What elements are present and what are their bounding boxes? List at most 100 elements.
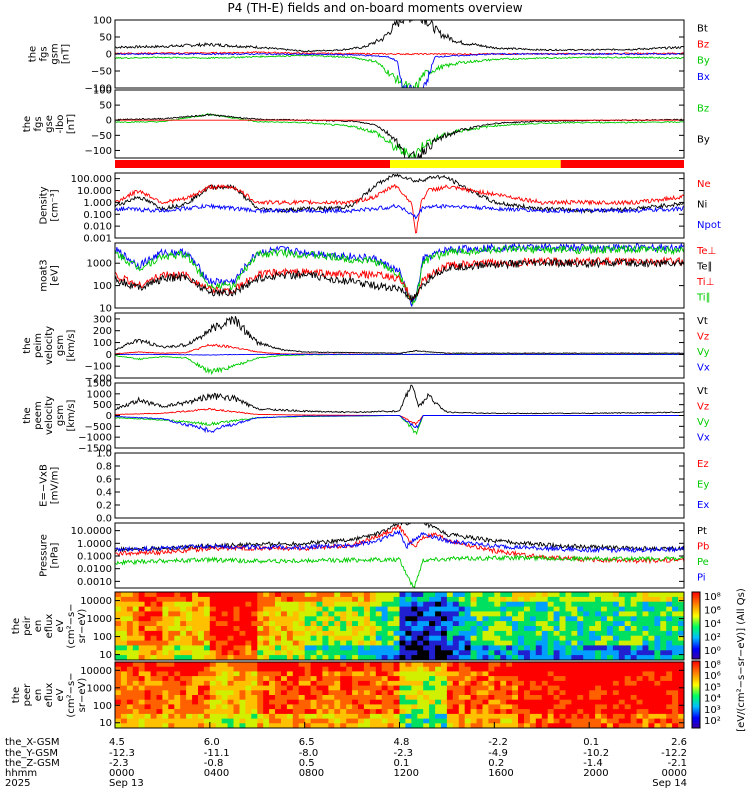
spectrogram-cell: [464, 695, 472, 701]
spectrogram-cell: [601, 645, 608, 651]
spectrogram-cell: [340, 723, 347, 728]
spectrogram-cell: [292, 699, 300, 705]
x-tick-label: -8.0: [299, 748, 319, 759]
spectrogram-cell: [506, 601, 513, 608]
spectrogram-cell: [476, 596, 484, 603]
spectrogram-cell: [334, 690, 341, 696]
spectrogram-cell: [363, 704, 371, 710]
spectrogram-cell: [334, 606, 341, 613]
spectrogram-cell: [198, 695, 205, 701]
spectrogram-cell: [340, 592, 347, 598]
y-tick-label: 0.100: [83, 210, 112, 221]
spectrogram-cell: [559, 704, 566, 710]
spectrogram-cell: [636, 713, 644, 720]
spectrogram-cell: [328, 676, 335, 682]
spectrogram-cell: [150, 713, 158, 720]
spectrogram-cell: [500, 655, 507, 660]
spectrogram-cell: [535, 611, 543, 617]
spectrogram-cell: [269, 709, 276, 715]
colorbar-label: [eV/(cm²−s−sr−eV)] (All Qs): [736, 588, 747, 732]
spectrogram-cell: [636, 655, 644, 660]
spectrogram-cell: [275, 640, 282, 647]
spectrogram-cell: [494, 676, 501, 682]
spectrogram-cell: [381, 685, 389, 691]
spectrogram-cell: [565, 713, 572, 720]
spectrogram-cell: [150, 699, 158, 705]
spectrogram-cell: [334, 630, 341, 637]
spectrogram-cell: [506, 645, 513, 651]
spectrogram-cell: [417, 680, 424, 687]
spectrogram-cell: [132, 596, 140, 603]
spectrogram-cell: [227, 655, 235, 660]
spectrogram-cell: [399, 685, 406, 691]
spectrogram-cell: [239, 680, 246, 687]
spectrogram-cell: [239, 621, 246, 627]
spectrogram-cell: [174, 611, 181, 617]
y-tick-label: 10: [99, 718, 112, 729]
spectrogram-cell: [120, 621, 128, 627]
spectrogram-cell: [535, 640, 543, 647]
spectrogram-cell: [423, 699, 430, 705]
spectrogram-cell: [156, 671, 163, 677]
spectrogram-cell: [630, 680, 638, 687]
spectrogram-cell: [547, 611, 555, 617]
spectrogram-cell: [275, 671, 282, 677]
spectrogram-cell: [441, 645, 448, 651]
spectrogram-cell: [405, 645, 412, 651]
spectrogram-cell: [547, 685, 555, 691]
x-tick-label: -2.2: [488, 737, 508, 748]
spectrogram-cell: [322, 630, 329, 637]
spectrogram-cell: [583, 671, 590, 677]
spectrogram-cell: [168, 709, 175, 715]
spectrogram-cell: [162, 680, 169, 687]
spectrogram-cell: [541, 699, 549, 705]
spectrogram-cell: [506, 606, 513, 613]
spectrogram-cell: [316, 690, 323, 696]
spectrogram-cell: [595, 592, 602, 598]
spectrogram-cell: [334, 655, 341, 660]
spectrogram-cell: [429, 718, 436, 724]
spectrogram-cell: [654, 671, 661, 677]
spectrogram-cell: [215, 666, 223, 672]
spectrogram-cell: [618, 666, 626, 672]
y-axis-label-line: [nT]: [61, 44, 72, 64]
panel-temperature-plot: [115, 243, 684, 307]
spectrogram-cell: [565, 635, 572, 642]
spectrogram-cell: [636, 592, 644, 598]
spectrogram-cell: [281, 645, 288, 651]
spectrogram-cell: [281, 695, 288, 701]
spectrogram-cell: [636, 601, 644, 608]
spectrogram-cell: [381, 645, 389, 651]
spectrogram-cell: [292, 713, 300, 720]
spectrogram-cell: [553, 601, 561, 608]
spectrogram-cell: [654, 630, 661, 637]
spectrogram-cell: [269, 630, 276, 637]
spectrogram-cell: [144, 690, 152, 696]
spectrogram-cell: [245, 685, 252, 691]
spectrogram-cell: [209, 690, 217, 696]
spectrogram-cell: [411, 685, 418, 691]
spectrogram-cell: [251, 709, 258, 715]
spectrogram-cell: [340, 662, 347, 668]
spectrogram-cell: [198, 611, 205, 617]
spectrogram-cell: [547, 626, 555, 632]
spectrogram-cell: [156, 592, 163, 598]
colorbar-tick-label: 10⁴: [704, 694, 721, 705]
spectrogram-cell: [215, 616, 223, 622]
spectrogram-cell: [281, 685, 288, 691]
spectrogram-cell: [678, 690, 684, 696]
spectrogram-cell: [441, 676, 448, 682]
spectrogram-cell: [115, 655, 122, 660]
spectrogram-cell: [245, 601, 252, 608]
spectrogram-cell: [583, 655, 590, 660]
spectrogram-cell: [518, 592, 525, 598]
spectrogram-cell: [257, 662, 264, 668]
spectrogram-cell: [180, 616, 187, 622]
spectrogram-cell: [150, 596, 158, 603]
spectrogram-cell: [470, 680, 478, 687]
spectrogram-cell: [245, 611, 252, 617]
spectrogram-cell: [446, 606, 454, 613]
spectrogram-cell: [476, 662, 484, 668]
spectrogram-cell: [316, 671, 323, 677]
spectrogram-cell: [571, 616, 578, 622]
